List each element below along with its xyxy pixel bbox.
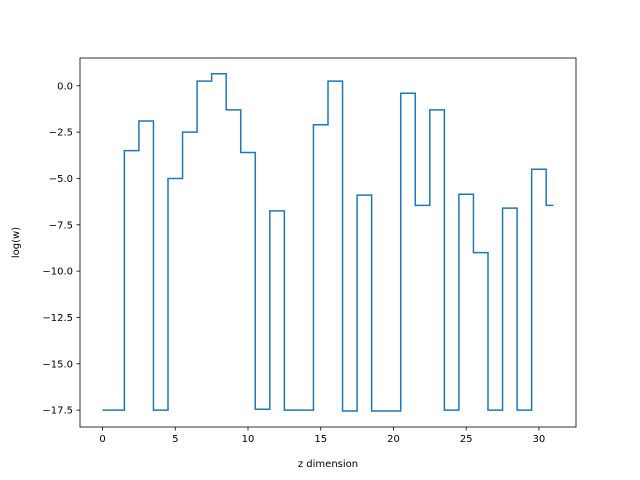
- y-tick-label: −12.5: [42, 313, 73, 324]
- x-tick-label: 30: [533, 434, 546, 445]
- series-step-line-0: [102, 73, 554, 412]
- x-tick-label: 0: [99, 434, 105, 445]
- y-tick-label: −2.5: [49, 128, 73, 139]
- x-tick-label: 5: [172, 434, 178, 445]
- x-tick-label: 10: [242, 434, 255, 445]
- axes-frame: [79, 57, 577, 428]
- x-tick-label: 15: [314, 434, 327, 445]
- y-tick-label: −10.0: [42, 267, 73, 278]
- y-tick-label: −17.5: [42, 406, 73, 417]
- y-tick-label: −7.5: [49, 220, 73, 231]
- x-tick-label: 20: [387, 434, 400, 445]
- x-axis-label: z dimension: [298, 459, 358, 470]
- y-tick-label: 0.0: [57, 81, 73, 92]
- y-tick-label: −15.0: [42, 359, 73, 370]
- y-tick-label: −5.0: [49, 174, 73, 185]
- x-tick-label: 25: [460, 434, 473, 445]
- y-axis-label: log(w): [11, 227, 22, 258]
